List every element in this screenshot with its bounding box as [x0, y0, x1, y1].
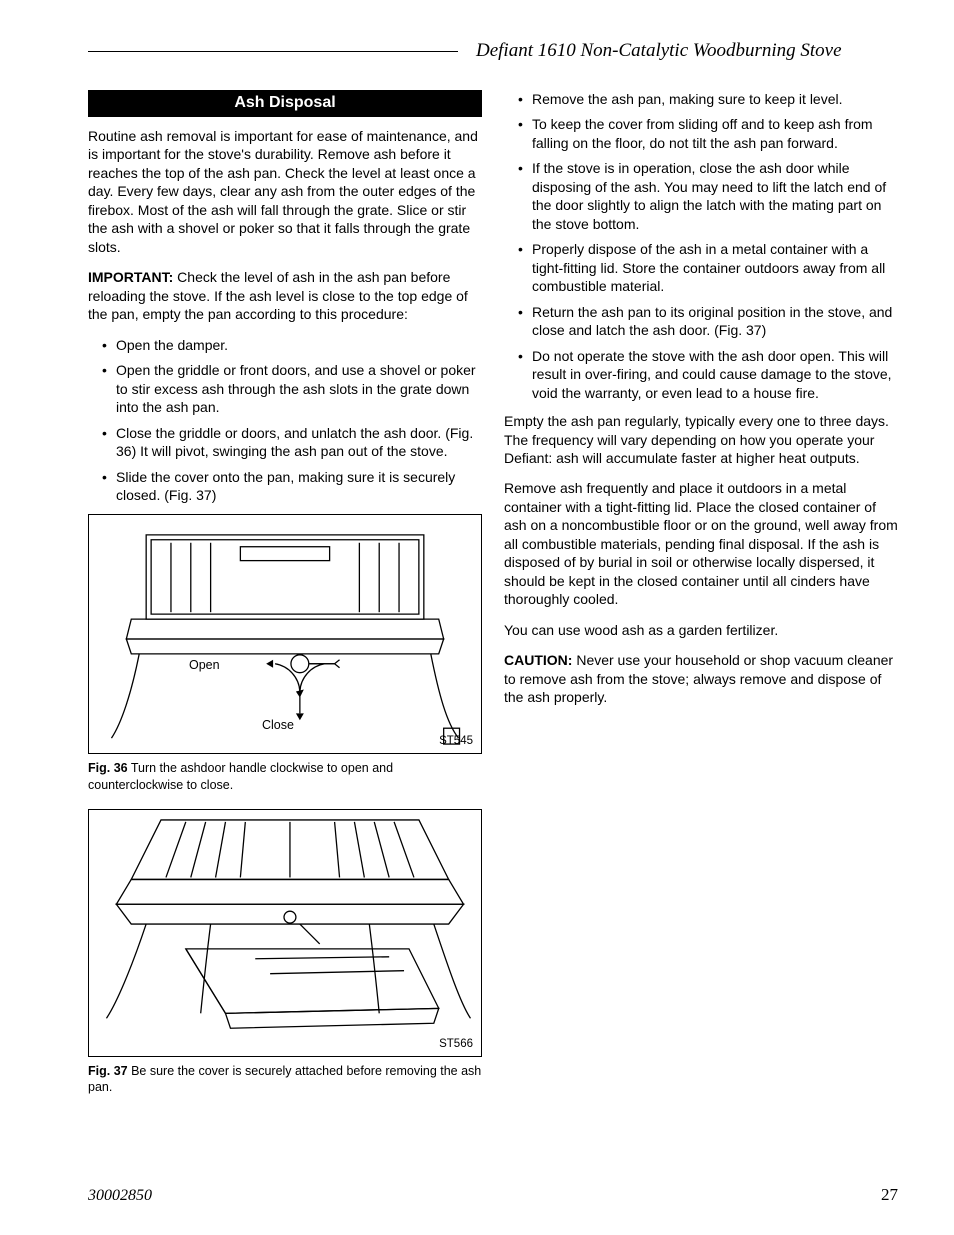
list-item: Remove the ash pan, making sure to keep … — [518, 90, 898, 108]
list-item: Properly dispose of the ash in a metal c… — [518, 240, 898, 295]
list-item: Slide the cover onto the pan, making sur… — [102, 468, 482, 505]
figure-source-tag: ST545 — [439, 735, 473, 747]
list-item: To keep the cover from sliding off and t… — [518, 115, 898, 152]
figure-37: ST566 — [88, 809, 482, 1057]
continuation-list: Remove the ash pan, making sure to keep … — [504, 90, 898, 402]
list-item: Open the damper. — [102, 336, 482, 354]
figure-36-caption: Fig. 36 Turn the ashdoor handle clockwis… — [88, 760, 482, 793]
figure-caption-text: Be sure the cover is securely attached b… — [88, 1064, 481, 1094]
figure-source-tag: ST566 — [439, 1038, 473, 1050]
left-column: Ash Disposal Routine ash removal is impo… — [88, 90, 482, 1099]
header-rule — [88, 51, 448, 52]
list-item: Return the ash pan to its original posit… — [518, 303, 898, 340]
body-paragraph: Remove ash frequently and place it outdo… — [504, 479, 898, 608]
page-footer: 30002850 27 — [88, 1185, 898, 1205]
section-heading: Ash Disposal — [88, 90, 482, 117]
important-paragraph: IMPORTANT: Check the level of ash in the… — [88, 268, 482, 323]
list-item: Close the griddle or doors, and unlatch … — [102, 424, 482, 461]
procedure-list: Open the damper. Open the griddle or fro… — [88, 336, 482, 505]
list-item: If the stove is in operation, close the … — [518, 159, 898, 233]
open-label: Open — [189, 658, 220, 672]
header-rule — [448, 51, 458, 52]
body-paragraph: You can use wood ash as a garden fertili… — [504, 621, 898, 639]
close-label: Close — [262, 718, 294, 732]
document-header: Defiant 1610 Non-Catalytic Woodburning S… — [88, 40, 898, 62]
body-paragraph: Empty the ash pan regularly, typically e… — [504, 412, 898, 467]
important-label: IMPORTANT: — [88, 269, 173, 285]
figure-caption-text: Turn the ashdoor handle clockwise to ope… — [88, 761, 393, 791]
figure-37-caption: Fig. 37 Be sure the cover is securely at… — [88, 1063, 482, 1096]
list-item: Open the griddle or front doors, and use… — [102, 361, 482, 416]
right-column: Remove the ash pan, making sure to keep … — [504, 90, 898, 1099]
caution-label: CAUTION: — [504, 652, 572, 668]
two-column-layout: Ash Disposal Routine ash removal is impo… — [88, 90, 898, 1099]
page-number: 27 — [881, 1185, 898, 1205]
intro-paragraph: Routine ash removal is important for eas… — [88, 127, 482, 256]
figure-number: Fig. 36 — [88, 761, 128, 775]
figure-number: Fig. 37 — [88, 1064, 128, 1078]
document-title: Defiant 1610 Non-Catalytic Woodburning S… — [464, 40, 848, 62]
figure-36: Open Close ST545 — [88, 514, 482, 754]
list-item: Do not operate the stove with the ash do… — [518, 347, 898, 402]
document-number: 30002850 — [88, 1187, 152, 1205]
caution-paragraph: CAUTION: Never use your household or sho… — [504, 651, 898, 706]
figure-37-illustration — [89, 810, 481, 1056]
